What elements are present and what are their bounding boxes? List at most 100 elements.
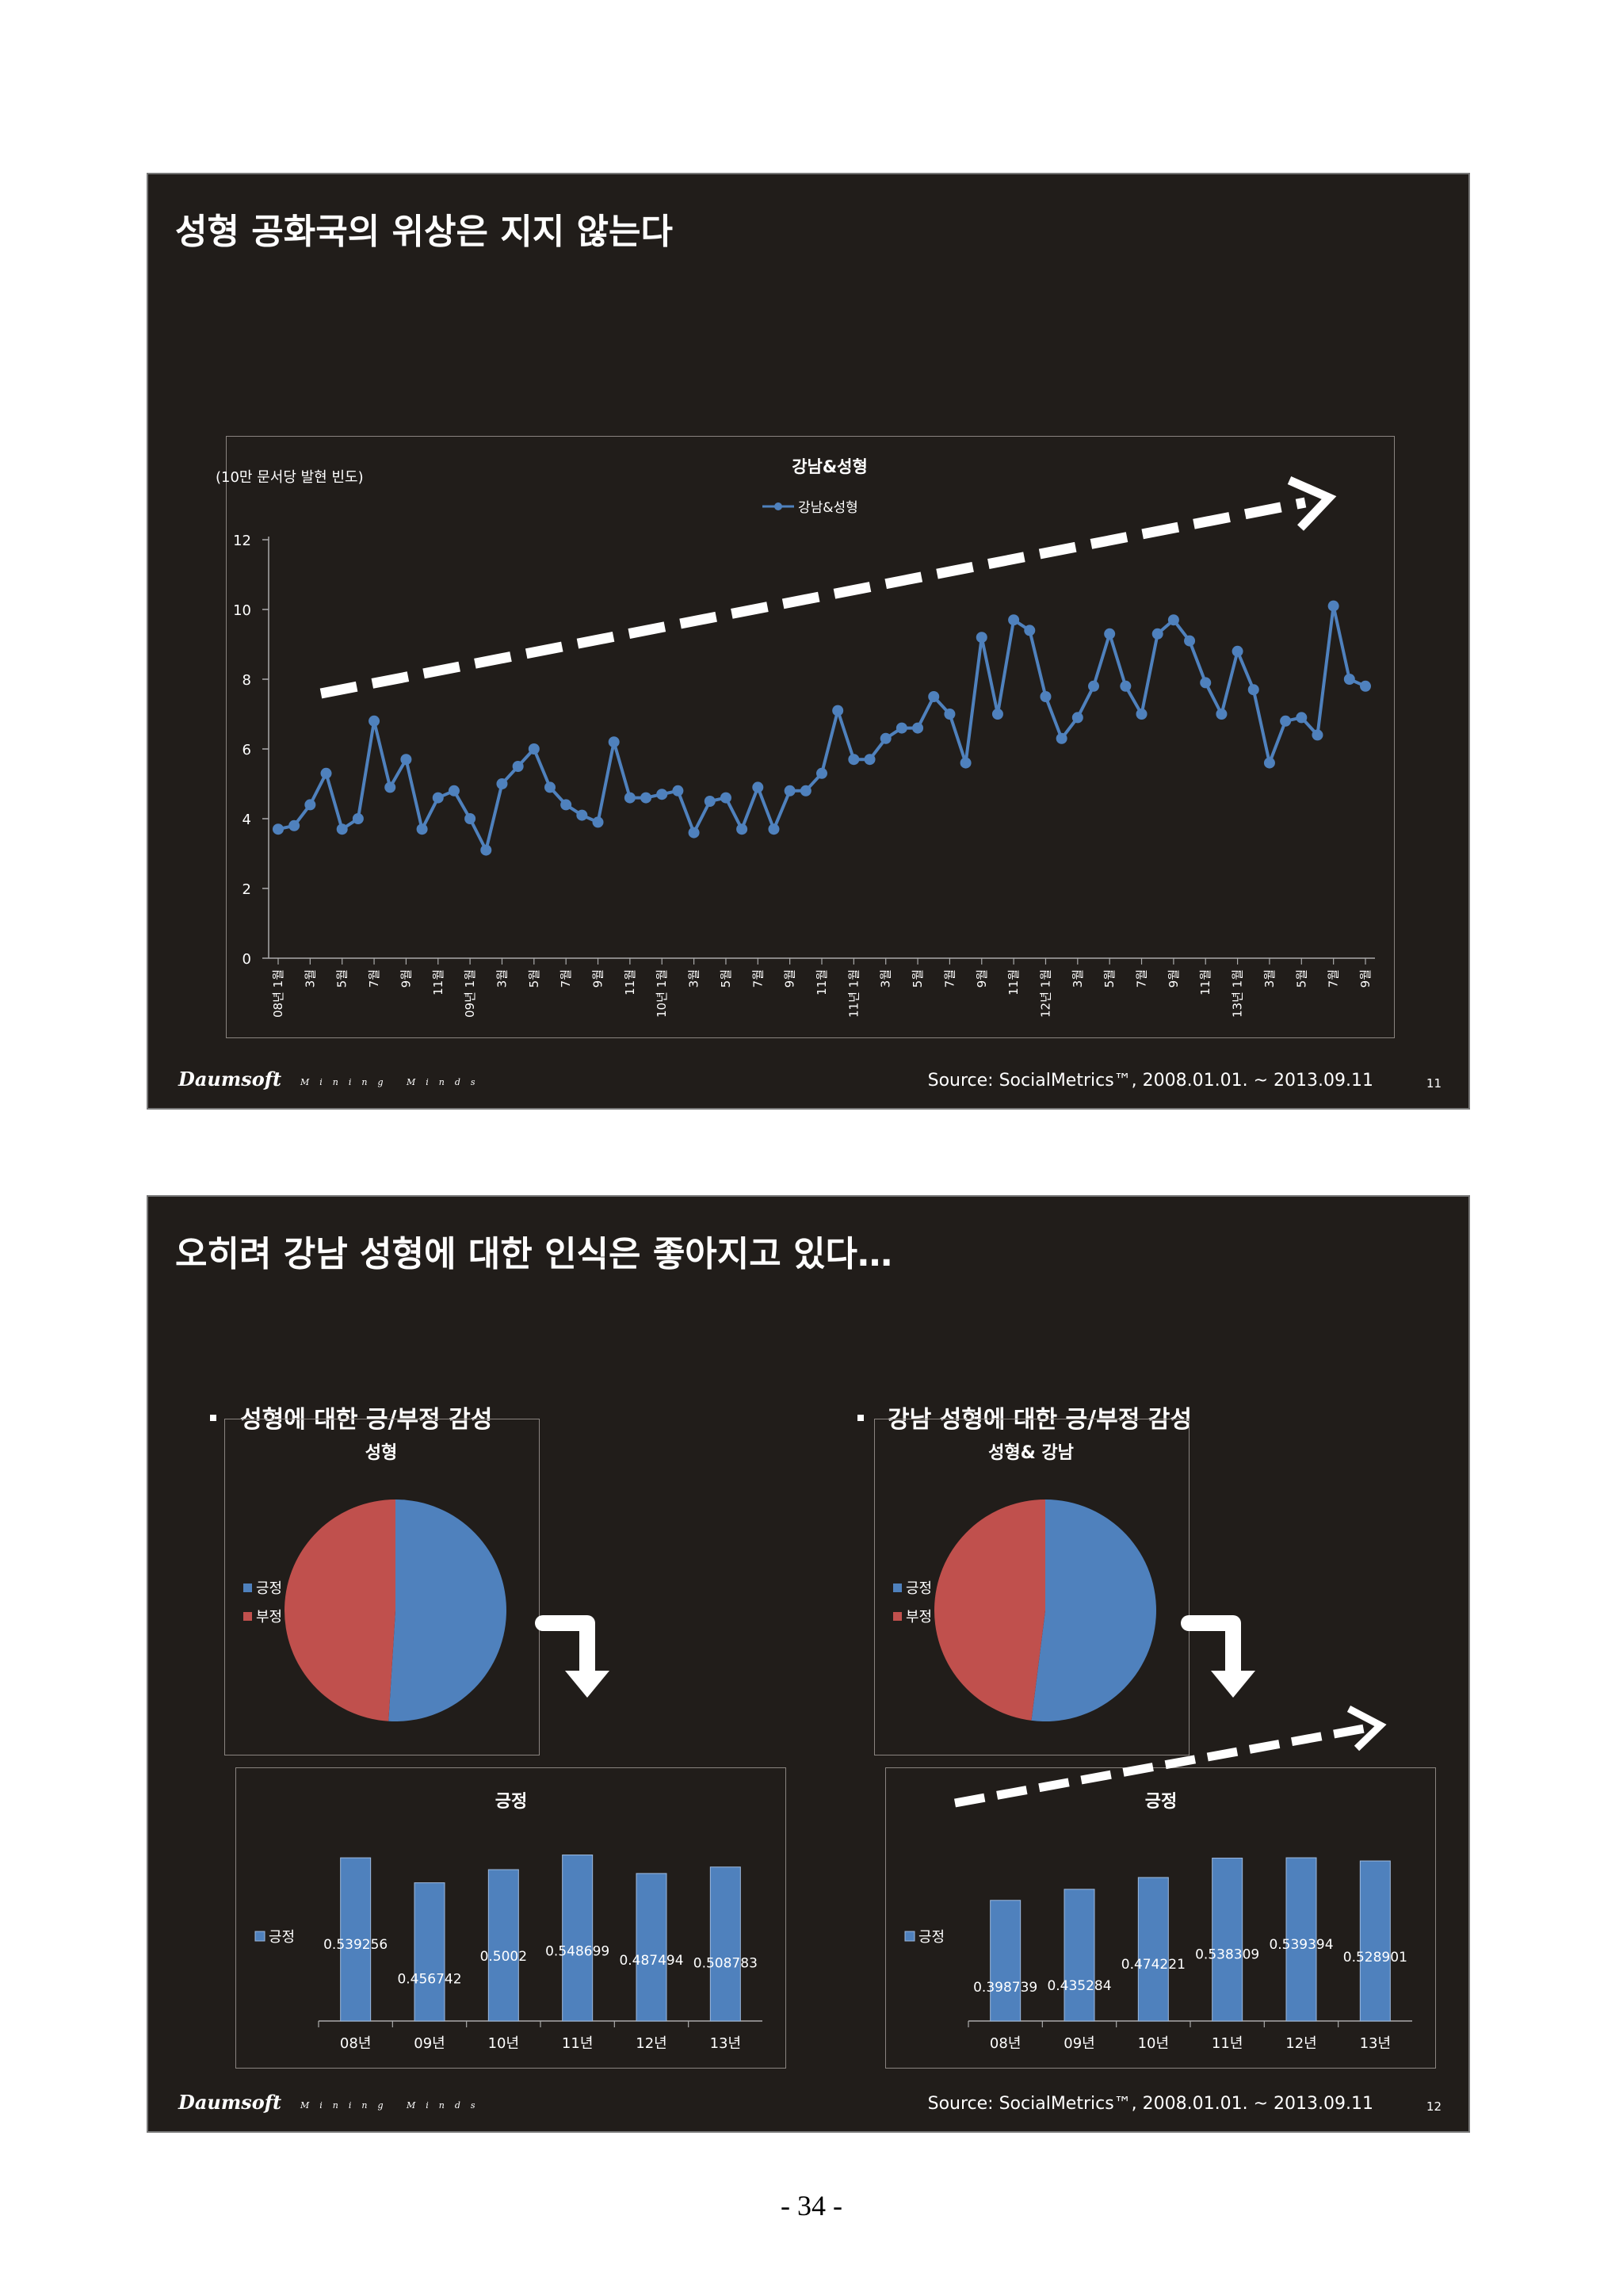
x-tick-label: 3월	[687, 969, 701, 988]
data-point	[688, 827, 700, 839]
bar-category-label: 09년	[414, 2035, 445, 2052]
bar-value-label: 0.487494	[619, 1953, 683, 1969]
x-tick-label: 11월	[1006, 969, 1021, 995]
data-point	[369, 715, 380, 727]
data-point	[944, 709, 956, 720]
bar-10년	[487, 1869, 519, 2022]
bar-value-label: 0.398739	[973, 1980, 1037, 1996]
bar-title: 긍정	[495, 1792, 527, 1812]
slide-12: 오히려 강남 성형에 대한 인식은 좋아지고 있다… 성형에 대한 긍/부정 감…	[147, 1195, 1470, 2133]
data-point	[432, 792, 444, 804]
data-point	[560, 799, 572, 811]
data-point	[512, 761, 524, 772]
data-point	[320, 767, 332, 779]
data-point	[976, 632, 987, 644]
y-tick-label: 12	[233, 533, 251, 549]
data-point	[416, 823, 428, 835]
data-point	[400, 754, 412, 766]
bar-frame-right	[885, 1767, 1436, 2069]
x-tick-label: 7월	[1135, 969, 1149, 988]
bar-category-label: 13년	[710, 2035, 741, 2052]
bar-category-label: 11년	[1212, 2035, 1243, 2052]
data-point	[496, 778, 508, 789]
trend-arrow-line	[954, 1723, 1369, 1808]
chart-title: 강남&성형	[792, 457, 868, 476]
x-tick-label: 9월	[783, 969, 797, 988]
y-axis-title: (10만 문서당 발현 빈도)	[216, 469, 364, 486]
data-point	[624, 792, 636, 804]
bullet-icon	[857, 1414, 864, 1421]
x-tick-label: 9월	[1358, 969, 1373, 988]
x-tick-label: 9월	[591, 969, 605, 988]
bullet-right-text: 강남 성형에 대한 긍/부정 감성	[888, 1406, 1192, 1434]
bar-13년	[709, 1866, 741, 2022]
data-point	[991, 709, 1003, 720]
data-point	[848, 754, 860, 766]
data-point	[1216, 709, 1228, 720]
x-tick-label: 7월	[367, 969, 381, 988]
data-point	[480, 844, 492, 856]
bar-11년	[562, 1854, 594, 2022]
data-point	[960, 757, 972, 769]
data-point	[1343, 674, 1355, 685]
x-tick-label: 9월	[399, 969, 413, 988]
series-line-강남성형	[277, 604, 1366, 852]
x-tick-label: 11월	[431, 969, 445, 995]
data-point	[864, 754, 876, 766]
bar-frame-left	[235, 1767, 786, 2069]
y-tick-label: 4	[242, 812, 251, 828]
data-point	[1247, 684, 1259, 696]
bent-arrow-head	[1211, 1671, 1255, 1698]
data-point	[1296, 712, 1308, 724]
legend-label: 부정	[256, 1609, 282, 1626]
x-tick-label: 11월	[815, 969, 829, 995]
bar-value-label: 0.5002	[480, 1949, 527, 1965]
data-point	[1056, 732, 1067, 744]
bar-value-label: 0.435284	[1047, 1978, 1111, 1994]
bullet-right: 강남 성형에 대한 긍/부정 감성	[857, 1400, 1192, 1435]
data-point	[1327, 600, 1339, 612]
bar-value-label: 0.539256	[323, 1937, 388, 1953]
x-tick-label: 3월	[303, 969, 317, 988]
bar-value-label: 0.548699	[545, 1943, 609, 1959]
y-tick-label: 8	[242, 672, 251, 689]
pie-slice-부정	[284, 1499, 395, 1721]
tagline: Mining Minds	[300, 2100, 486, 2111]
bar-13년	[1359, 1860, 1391, 2022]
trend-arrow-head	[1287, 476, 1337, 531]
bar-category-label: 09년	[1064, 2035, 1094, 2052]
data-point	[720, 792, 731, 804]
x-tick-label: 10년 1월	[655, 969, 669, 1018]
x-tick-label: 13년 1월	[1231, 969, 1245, 1018]
daumsoft-logo: Daumsoft	[178, 2091, 282, 2114]
x-tick-label: 11월	[623, 969, 637, 995]
bar-08년	[990, 1900, 1022, 2022]
data-point	[704, 796, 716, 807]
data-point	[1263, 757, 1275, 769]
pie-title: 성형	[365, 1443, 397, 1463]
legend-label: 강남&성형	[798, 500, 858, 516]
trend-arrow-line	[319, 497, 1307, 699]
slide-page-number: 12	[1426, 2099, 1442, 2114]
source-text: Source: SocialMetrics™, 2008.01.01. ~ 20…	[927, 2094, 1373, 2114]
bar-10년	[1137, 1877, 1169, 2022]
legend-swatch	[893, 1612, 902, 1621]
data-point	[384, 781, 396, 793]
bullet-icon	[210, 1414, 216, 1421]
bullet-left: 성형에 대한 긍/부정 감성	[210, 1400, 492, 1435]
source-text: Source: SocialMetrics™, 2008.01.01. ~ 20…	[927, 1071, 1373, 1091]
data-point	[528, 743, 540, 755]
x-tick-label: 5월	[911, 969, 925, 988]
data-point	[1232, 645, 1243, 657]
tagline: Mining Minds	[300, 1077, 486, 1087]
bent-arrow-line	[535, 1615, 595, 1682]
x-tick-label: 7월	[750, 969, 765, 988]
legend-label: 긍정	[906, 1580, 932, 1597]
data-point	[1136, 709, 1148, 720]
bar-category-label: 08년	[340, 2035, 371, 2052]
x-tick-label: 7월	[942, 969, 957, 988]
data-point	[464, 813, 476, 824]
x-tick-label: 3월	[879, 969, 893, 988]
data-point	[672, 785, 684, 797]
